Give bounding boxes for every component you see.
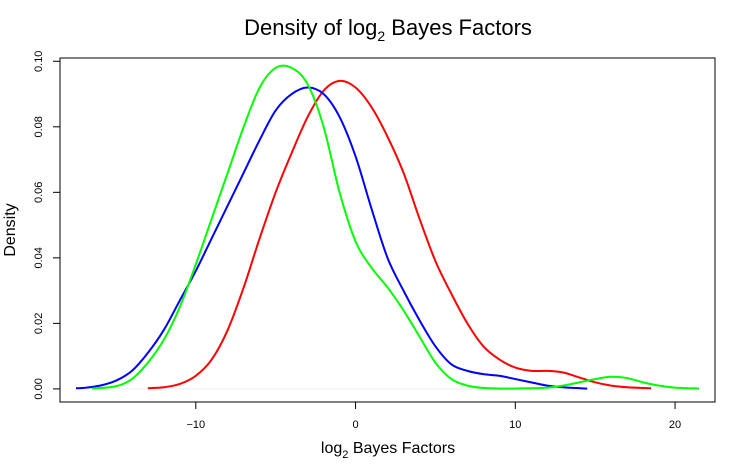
density-line-1 [147, 79, 652, 390]
plot-frame [59, 57, 716, 403]
x-tick-label: −10 [186, 419, 205, 431]
x-axis: −10 0 10 20 [186, 402, 681, 431]
x-tick-label: 0 [352, 419, 358, 431]
x-tick-label: 20 [669, 419, 681, 431]
chart-title: Density of log2 Bayes Factors [244, 15, 532, 44]
density-line-2 [75, 86, 588, 390]
y-axis: 0.00 0.02 0.04 0.06 0.08 0.10 [33, 51, 60, 400]
y-tick-label: 0.04 [33, 247, 45, 268]
y-tick-label: 0.02 [33, 313, 45, 334]
y-tick-label: 0.10 [33, 51, 45, 72]
density-line-3 [91, 64, 700, 390]
y-tick-label: 0.06 [33, 182, 45, 203]
x-tick-label: 10 [509, 419, 521, 431]
y-axis-title: Density [2, 203, 19, 256]
x-axis-title: log2 Bayes Factors [321, 440, 455, 461]
y-tick-label: 0.00 [33, 378, 45, 399]
density-curves [75, 64, 700, 390]
y-tick-label: 0.08 [33, 116, 45, 137]
